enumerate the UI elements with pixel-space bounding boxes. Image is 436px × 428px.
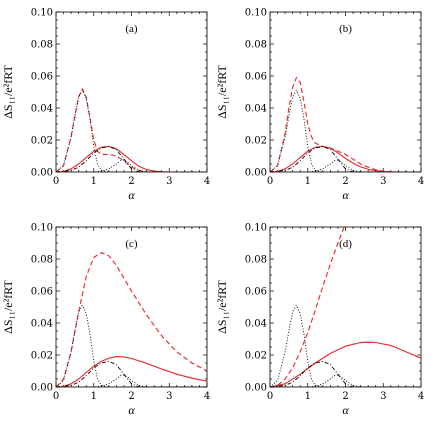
y-axis-title: ΔS₁₁/e²fRT: [215, 65, 229, 119]
y-tick-label: 0.06: [31, 72, 53, 83]
panel-label: (d): [339, 238, 352, 250]
y-tick-label: 0.06: [245, 72, 267, 83]
series-line-black-dashdot: [270, 360, 421, 387]
y-tick-label: 0.08: [245, 40, 267, 51]
x-tick-label: 4: [418, 176, 424, 187]
x-tick-label: 3: [166, 176, 172, 187]
plot-frame: [269, 11, 422, 173]
x-tick-label: 1: [305, 176, 311, 187]
y-tick-label: 0.10: [245, 223, 267, 234]
series-line-black-dotted: [270, 89, 421, 172]
x-tick-label: 2: [128, 176, 134, 187]
x-axis-title: α: [128, 188, 135, 202]
x-tick-label: 3: [380, 391, 386, 402]
y-axis-title: ΔS₁₁/e²fRT: [1, 65, 15, 119]
series-line-black-dotted: [56, 304, 207, 387]
y-tick-label: 0.08: [31, 40, 53, 51]
y-axis-title: ΔS₁₁/e²fRT: [1, 280, 15, 334]
series-line-red-solid: [56, 145, 207, 172]
chart-panel-c: 0 1 2 3 4 0.00 0.02 0.04 0.06 0.08 0.10 α ΔS₁₁/e²fRT…: [1, 223, 210, 418]
panel-label: (c): [125, 238, 138, 250]
plot-frame: [55, 11, 208, 173]
x-tick-label: 2: [342, 176, 348, 187]
y-tick-label: 0.04: [245, 104, 267, 115]
x-tick-label: 1: [305, 391, 311, 402]
series-line-black-dotted: [270, 304, 421, 387]
x-tick-label: 4: [418, 391, 424, 402]
y-tick-label: 0.10: [31, 223, 53, 234]
x-tick-label: 0: [53, 391, 59, 402]
x-tick-label: 2: [128, 391, 134, 402]
chart-panel-b: 0 1 2 3 4 0.00 0.02 0.04 0.06 0.08 0.10 α ΔS₁₁/e²fRT…: [215, 8, 424, 203]
y-tick-label: 0.00: [245, 168, 267, 179]
series-line-red-dashed: [56, 252, 207, 387]
y-tick-label: 0.00: [31, 168, 53, 179]
series-group: [56, 252, 207, 387]
x-axis-title: α: [128, 403, 135, 417]
x-axis-title: α: [342, 188, 349, 202]
x-tick-label: 4: [204, 391, 210, 402]
y-tick-label: 0.00: [245, 383, 267, 394]
y-tick-label: 0.06: [245, 287, 267, 298]
panel-label: (b): [339, 23, 352, 35]
series-line-black-dotted: [56, 89, 207, 172]
y-tick-label: 0.06: [31, 287, 53, 298]
series-group: [270, 77, 421, 172]
series-line-red-dashed: [56, 88, 207, 172]
series-line-red-solid: [56, 356, 207, 387]
y-tick-label: 0.10: [31, 8, 53, 19]
x-tick-label: 3: [380, 176, 386, 187]
y-tick-label: 0.10: [245, 8, 267, 19]
y-tick-label: 0.02: [245, 136, 267, 147]
y-tick-label: 0.04: [31, 319, 53, 330]
x-tick-label: 4: [204, 176, 210, 187]
y-tick-label: 0.04: [245, 319, 267, 330]
series-line-black-dashdot: [270, 145, 421, 172]
x-tick-label: 0: [267, 391, 273, 402]
x-tick-label: 1: [91, 391, 97, 402]
y-tick-label: 0.02: [245, 351, 267, 362]
y-tick-label: 0.08: [245, 255, 267, 266]
chart-panel-a: 0 1 2 3 4 0.00 0.02 0.04 0.06 0.08 0.10 α ΔS₁₁/e²fRT…: [1, 8, 210, 203]
series-line-red-solid: [270, 341, 421, 387]
y-tick-label: 0.00: [31, 383, 53, 394]
y-tick-label: 0.02: [31, 136, 53, 147]
x-tick-label: 1: [91, 176, 97, 187]
plot-frame: [269, 226, 422, 388]
x-axis-title: α: [342, 403, 349, 417]
series-line-black-dashdot: [56, 145, 207, 172]
x-tick-label: 0: [267, 176, 273, 187]
y-tick-label: 0.08: [31, 255, 53, 266]
x-tick-label: 3: [166, 391, 172, 402]
series-line-black-dashdot: [56, 360, 207, 387]
y-axis-title: ΔS₁₁/e²fRT: [215, 280, 229, 334]
y-tick-label: 0.02: [31, 351, 53, 362]
chart-panel-d: 0 1 2 3 4 0.00 0.02 0.04 0.06 0.08 0.10 α ΔS₁₁/e²fRT…: [215, 223, 424, 418]
panel-label: (a): [125, 23, 138, 35]
x-tick-label: 0: [53, 176, 59, 187]
plot-frame: [55, 226, 208, 388]
series-group: [56, 88, 207, 172]
y-tick-label: 0.04: [31, 104, 53, 115]
series-line-red-dashed: [270, 227, 345, 387]
x-tick-label: 2: [342, 391, 348, 402]
series-group: [270, 227, 421, 387]
